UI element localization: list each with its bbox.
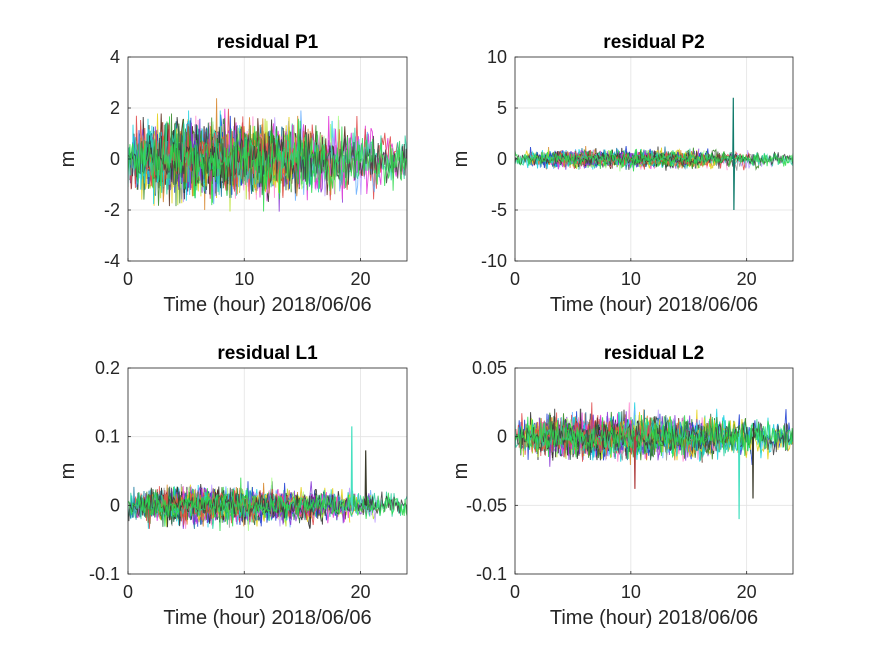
series-line [515,149,793,168]
x-tick-label: 20 [737,269,757,289]
y-tick-label: 0 [110,149,120,169]
x-tick-label: 20 [350,269,370,289]
y-tick-label: -4 [104,251,120,271]
y-tick-label: -10 [481,251,507,271]
y-tick-label: 4 [110,47,120,67]
y-tick-label: -0.05 [466,495,507,515]
x-tick-label: 20 [350,582,370,602]
x-tick-label: 20 [737,582,757,602]
series-line [128,126,407,197]
x-axis-label: Time (hour) 2018/06/06 [550,294,758,316]
x-axis-label: Time (hour) 2018/06/06 [163,294,371,316]
x-tick-label: 0 [510,269,520,289]
subplot-residual-p2: 0 10 20 -10 -5 0 5 10 residual P2 Time (hour) 201… [450,32,794,316]
y-tick-label: 0 [110,495,120,515]
series-group [128,426,407,532]
axes-box [514,367,794,575]
y-tick-label: 10 [487,47,507,67]
chart-title: residual L1 [217,343,318,364]
x-tick-label: 10 [621,269,641,289]
y-tick-label: -0.1 [476,564,507,584]
spike-line [751,422,755,499]
series-line [128,489,407,521]
x-tick-label: 10 [234,269,254,289]
y-axis-label: m [57,151,79,168]
subplot-residual-p1: 0 10 20 -4 -2 0 2 4 residual P1 Time (hour) 2018/… [57,32,408,316]
x-tick-label: 0 [123,582,133,602]
series-line [128,488,407,522]
spike-line [350,426,354,513]
x-tick-label: 0 [510,582,520,602]
y-tick-label: 2 [110,98,120,118]
series-group [515,97,793,211]
spike-line [633,429,637,489]
y-axis-label: m [57,463,79,480]
x-axis-label: Time (hour) 2018/06/06 [163,607,371,629]
subplot-residual-l2: 0 10 20 -0.1 -0.05 0 0.05 residual L2 Time (hour… [450,343,794,629]
series-line [515,415,793,459]
series-group [515,402,793,520]
y-tick-label: 0.2 [95,358,120,378]
y-tick-label: 0 [497,427,507,447]
x-axis-label: Time (hour) 2018/06/06 [550,607,758,629]
y-axis-label: m [450,463,472,480]
y-tick-label: 5 [497,98,507,118]
y-axis-label: m [450,151,472,168]
spike-line [738,429,741,520]
y-tick-label: 0.1 [95,427,120,447]
y-tick-label: -0.1 [89,564,120,584]
x-tick-label: 10 [234,582,254,602]
axes-box [127,367,408,575]
series-group [128,98,407,212]
y-tick-label: 0.05 [472,358,507,378]
spike-line [732,97,736,211]
y-tick-label: -2 [104,200,120,220]
chart-title: residual L2 [604,343,704,364]
y-tick-label: -5 [491,200,507,220]
x-tick-label: 10 [621,582,641,602]
spike-line [364,450,368,506]
series-line [515,150,793,169]
chart-title: residual P2 [603,32,704,53]
series-line [515,415,793,456]
y-tick-label: 0 [497,149,507,169]
chart-title: residual P1 [217,32,319,53]
x-tick-label: 0 [123,269,133,289]
